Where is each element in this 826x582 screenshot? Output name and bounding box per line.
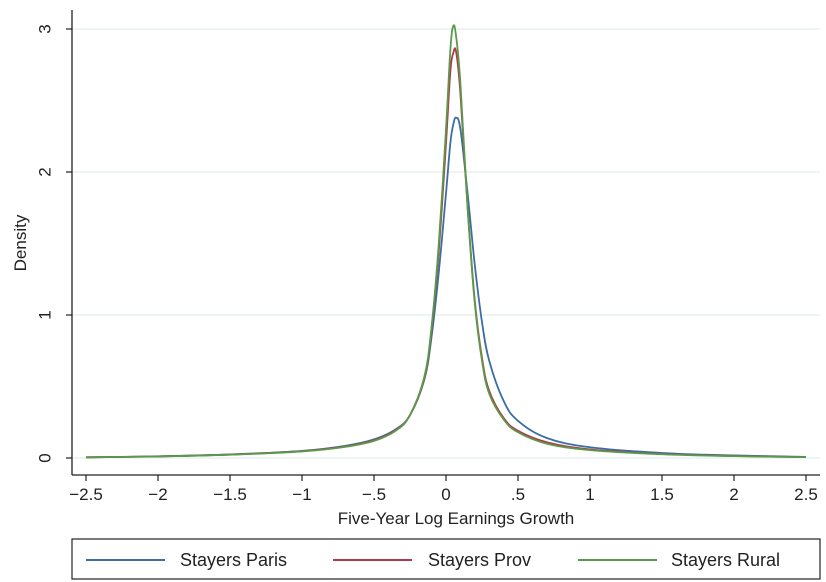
y-tick-label-1: 1 (35, 310, 54, 319)
series-lines (85, 24, 807, 459)
x-tick-label-3: −1 (292, 485, 311, 504)
x-tick-label-4: −.5 (362, 485, 386, 504)
series-line-2 (85, 24, 807, 459)
y-tick-label-3: 3 (35, 24, 54, 33)
x-tick-label-2: −1.5 (213, 485, 247, 504)
tick-labels: 0 1 2 3 −2.5 −2 −1.5 −1 −.5 0 .5 1 1.5 2 2.5 (35, 24, 817, 504)
legend-label-2: Stayers Rural (671, 550, 780, 570)
x-tick-label-1: −2 (148, 485, 167, 504)
axes (66, 10, 820, 481)
x-tick-label-10: 2.5 (794, 485, 818, 504)
y-axis-title: Density (11, 214, 30, 271)
x-tick-label-6: .5 (511, 485, 525, 504)
series-line-1 (85, 47, 807, 459)
legend-label-1: Stayers Prov (428, 550, 531, 570)
y-tick-label-0: 0 (35, 453, 54, 462)
x-tick-label-0: −2.5 (69, 485, 103, 504)
x-axis-title: Five-Year Log Earnings Growth (338, 509, 575, 528)
x-tick-label-7: 1 (585, 485, 594, 504)
legend-label-0: Stayers Paris (180, 550, 287, 570)
grid-lines (72, 28, 820, 459)
x-tick-label-5: 0 (441, 485, 450, 504)
legend: Stayers Paris Stayers Prov Stayers Rural (71, 538, 821, 580)
x-tick-label-9: 2 (729, 485, 738, 504)
y-tick-label-2: 2 (35, 167, 54, 176)
series-line-0 (85, 116, 807, 459)
x-tick-label-8: 1.5 (650, 485, 674, 504)
legend-box (71, 538, 821, 580)
